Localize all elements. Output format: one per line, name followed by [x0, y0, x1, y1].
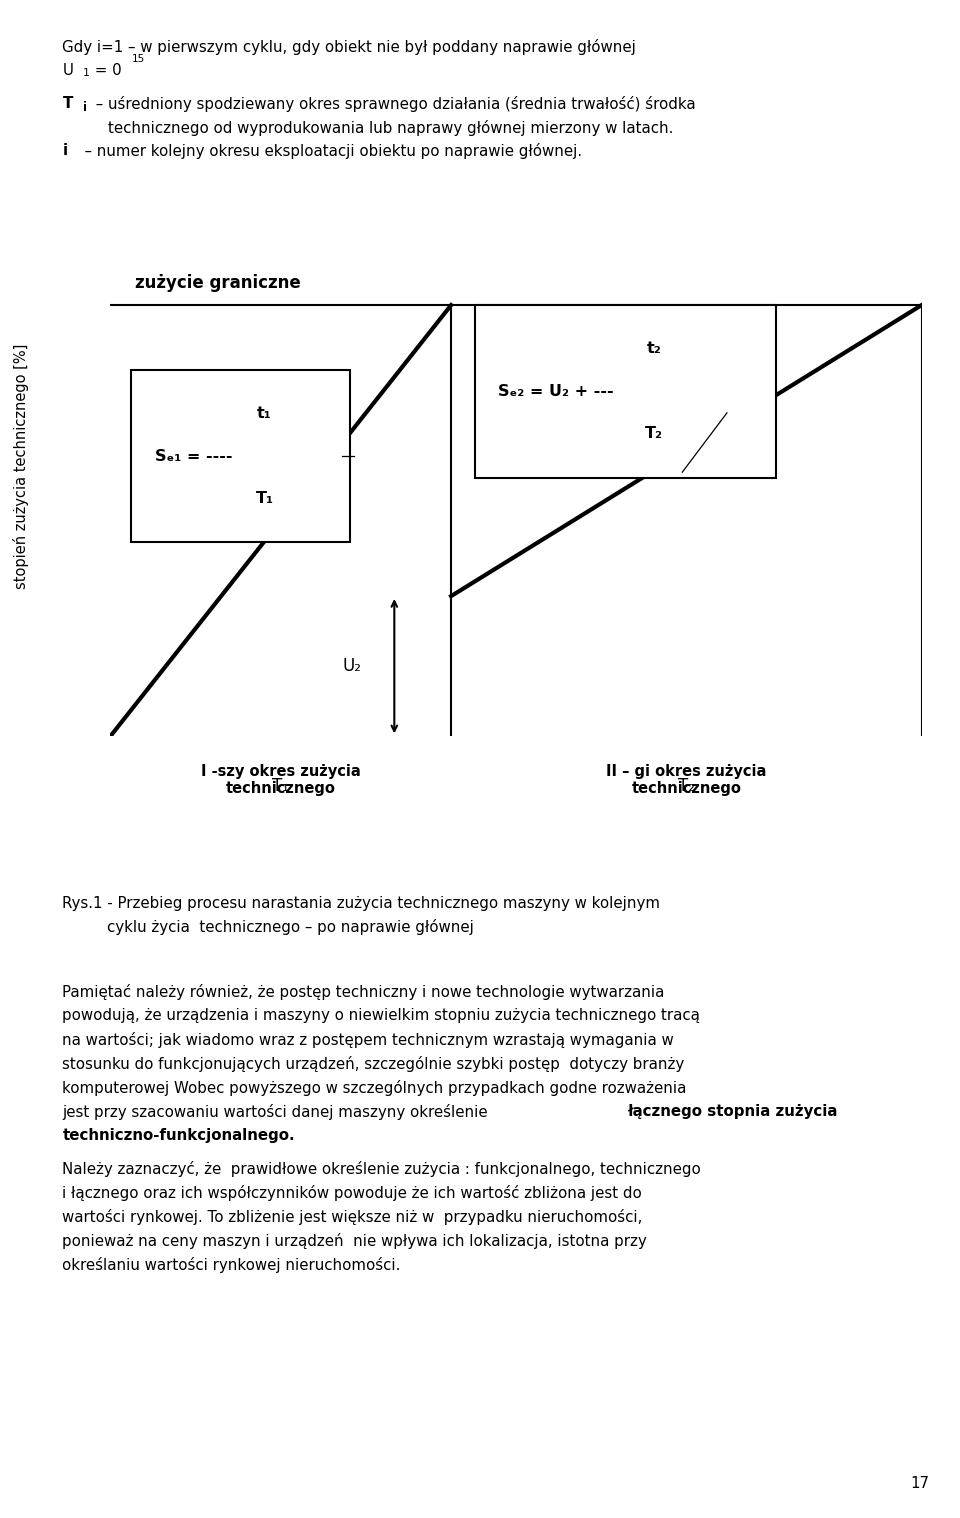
- Text: 1: 1: [83, 67, 90, 77]
- Text: komputerowej Wobec powyższego w szczególnych przypadkach godne rozważenia: komputerowej Wobec powyższego w szczegól…: [62, 1079, 686, 1096]
- Text: T₂: T₂: [678, 777, 695, 794]
- Text: U: U: [62, 62, 73, 77]
- Text: – uśredniony spodziewany okres sprawnego działania (średnia trwałość) środka: – uśredniony spodziewany okres sprawnego…: [91, 97, 696, 112]
- Text: cyklu życia  technicznego – po naprawie głównej: cyklu życia technicznego – po naprawie g…: [107, 918, 473, 935]
- FancyBboxPatch shape: [131, 370, 349, 542]
- Text: Sₑ₁ = ----: Sₑ₁ = ----: [155, 448, 232, 463]
- Text: I -szy okres zużycia
technicznego: I -szy okres zużycia technicznego: [201, 764, 361, 795]
- Text: stopień zużycia technicznego [%]: stopień zużycia technicznego [%]: [13, 345, 29, 589]
- Text: t₁: t₁: [257, 405, 272, 420]
- Text: 15: 15: [132, 53, 145, 64]
- Text: II – gi okres zużycia
technicznego: II – gi okres zużycia technicznego: [606, 764, 766, 795]
- Text: 17: 17: [910, 1475, 929, 1491]
- Text: i łącznego oraz ich współczynników powoduje że ich wartość zbliżona jest do: i łącznego oraz ich współczynników powod…: [62, 1184, 642, 1201]
- Text: powodują, że urządzenia i maszyny o niewielkim stopniu zużycia technicznego trac: powodują, że urządzenia i maszyny o niew…: [62, 1008, 700, 1023]
- Text: na wartości; jak wiadomo wraz z postępem technicznym wzrastają wymagania w: na wartości; jak wiadomo wraz z postępem…: [62, 1032, 674, 1047]
- Text: t₂: t₂: [646, 342, 661, 357]
- Text: Pamiętać należy również, że postęp techniczny i nowe technologie wytwarzania: Pamiętać należy również, że postęp techn…: [62, 984, 664, 1000]
- Text: i: i: [83, 100, 86, 114]
- Text: T₂: T₂: [645, 427, 663, 442]
- Text: = 0: = 0: [90, 62, 122, 77]
- FancyBboxPatch shape: [475, 305, 776, 478]
- Text: T₁: T₁: [273, 777, 289, 794]
- Text: łącznego stopnia zużycia: łącznego stopnia zużycia: [627, 1104, 837, 1119]
- Text: ponieważ na ceny maszyn i urządzeń  nie wpływa ich lokalizacja, istotna przy: ponieważ na ceny maszyn i urządzeń nie w…: [62, 1233, 647, 1249]
- Text: wartości rynkowej. To zbliżenie jest większe niż w  przypadku nieruchomości,: wartości rynkowej. To zbliżenie jest wię…: [62, 1208, 643, 1225]
- Text: i: i: [62, 143, 67, 158]
- Text: U₂: U₂: [343, 657, 362, 676]
- Text: zużycie graniczne: zużycie graniczne: [134, 273, 300, 291]
- Text: jest przy szacowaniu wartości danej maszyny określenie: jest przy szacowaniu wartości danej masz…: [62, 1104, 492, 1120]
- Text: Rys.1 - Przebieg procesu narastania zużycia technicznego maszyny w kolejnym: Rys.1 - Przebieg procesu narastania zuży…: [62, 896, 660, 911]
- Text: Sₑ₂ = U₂ + ---: Sₑ₂ = U₂ + ---: [498, 384, 613, 399]
- Text: Należy zaznaczyć, że  prawidłowe określenie zużycia : funkcjonalnego, techniczne: Należy zaznaczyć, że prawidłowe określen…: [62, 1161, 701, 1176]
- Text: T: T: [62, 97, 73, 111]
- Text: stosunku do funkcjonujących urządzeń, szczególnie szybki postęp  dotyczy branży: stosunku do funkcjonujących urządzeń, sz…: [62, 1055, 684, 1072]
- Text: – numer kolejny okresu eksploatacji obiektu po naprawie głównej.: – numer kolejny okresu eksploatacji obie…: [75, 143, 582, 159]
- Text: technicznego od wyprodukowania lub naprawy głównej mierzony w latach.: technicznego od wyprodukowania lub napra…: [108, 120, 674, 137]
- Text: Gdy i=1 – w pierwszym cyklu, gdy obiekt nie był poddany naprawie głównej: Gdy i=1 – w pierwszym cyklu, gdy obiekt …: [62, 39, 636, 56]
- Text: T₁: T₁: [255, 490, 274, 505]
- Text: techniczno-funkcjonalnego.: techniczno-funkcjonalnego.: [62, 1128, 295, 1143]
- Text: określaniu wartości rynkowej nieruchomości.: określaniu wartości rynkowej nieruchomoś…: [62, 1257, 400, 1272]
